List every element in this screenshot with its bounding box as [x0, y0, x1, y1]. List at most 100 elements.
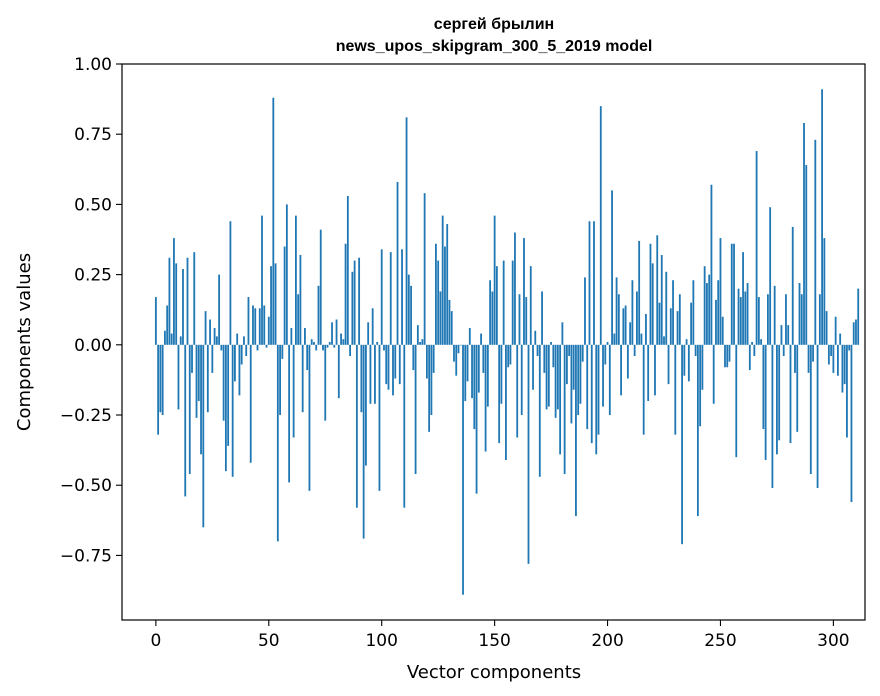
bar-281	[789, 344, 792, 444]
bar-89	[355, 344, 358, 508]
bar-208	[624, 305, 627, 345]
bar-122	[430, 344, 433, 416]
bar-268	[760, 339, 763, 345]
bar-183	[568, 344, 571, 357]
bar-251	[721, 316, 724, 345]
bar-245	[708, 274, 711, 345]
bar-2	[159, 344, 162, 413]
bar-199	[604, 344, 607, 365]
bar-304	[841, 344, 844, 393]
bar-61	[292, 344, 295, 438]
bar-119	[423, 193, 426, 345]
bar-253	[726, 344, 729, 368]
bar-52	[272, 97, 275, 345]
bar-125	[437, 260, 440, 345]
bar-90	[358, 257, 361, 345]
bar-223	[658, 302, 661, 345]
y-tick-label-5: 0.50	[74, 195, 112, 215]
bar-140	[471, 344, 473, 399]
bar-73	[319, 229, 322, 345]
bar-3	[161, 344, 164, 416]
bar-250	[719, 238, 722, 345]
bar-255	[730, 243, 733, 345]
x-tick-label-5: 250	[704, 631, 736, 651]
bar-37	[238, 344, 241, 396]
bar-309	[852, 322, 855, 345]
y-tick-label-6: 0.75	[74, 125, 112, 145]
bar-294	[818, 294, 821, 345]
bar-94	[367, 322, 370, 345]
bar-4	[164, 330, 166, 345]
bar-296	[823, 238, 826, 345]
bar-53	[274, 263, 277, 345]
bar-35	[234, 344, 236, 382]
bar-107	[396, 181, 399, 345]
bar-118	[421, 339, 424, 345]
bar-160	[516, 344, 519, 438]
bar-165	[527, 344, 530, 564]
bar-75	[324, 344, 327, 421]
bar-150	[493, 215, 496, 345]
bar-69	[310, 339, 313, 345]
bar-305	[843, 344, 846, 385]
bar-210	[629, 322, 632, 345]
x-tick-label-4: 200	[591, 631, 623, 651]
bar-254	[728, 344, 731, 362]
bar-280	[787, 325, 790, 345]
bar-112	[407, 274, 410, 345]
bar-244	[706, 283, 708, 345]
bar-197	[599, 106, 602, 345]
bar-221	[654, 344, 656, 396]
bar-185	[572, 344, 575, 390]
bar-214	[638, 240, 641, 345]
bar-252	[724, 344, 726, 368]
bar-175	[550, 342, 552, 345]
bar-38	[240, 344, 243, 365]
bar-65	[301, 344, 304, 413]
bar-6	[168, 257, 171, 345]
bar-155	[505, 344, 507, 460]
bar-235	[685, 339, 688, 345]
bar-146	[484, 344, 487, 452]
bar-273	[771, 344, 774, 489]
bar-220	[651, 263, 654, 345]
bar-202	[611, 190, 613, 345]
bar-113	[410, 285, 412, 345]
bar-43	[252, 305, 254, 345]
bar-292	[814, 139, 817, 345]
bar-59	[288, 344, 291, 483]
bar-157	[509, 344, 512, 365]
bar-291	[812, 344, 814, 362]
bar-105	[392, 344, 394, 396]
x-tick-label-3: 150	[478, 631, 510, 651]
bar-101	[383, 344, 385, 351]
y-axis-label: Components values	[14, 253, 35, 431]
bar-17	[193, 252, 196, 345]
bar-80	[335, 319, 338, 345]
bar-194	[593, 221, 595, 345]
bar-141	[473, 344, 476, 430]
y-tick-label-7: 1.00	[74, 55, 112, 75]
bar-93	[365, 344, 367, 466]
bar-103	[387, 344, 390, 390]
bar-46	[258, 308, 261, 345]
bar-8	[173, 238, 175, 345]
bar-204	[615, 277, 618, 345]
bar-218	[647, 344, 650, 401]
bar-32	[227, 344, 230, 446]
bar-209	[626, 344, 629, 379]
bar-195	[595, 344, 598, 455]
bar-139	[468, 327, 471, 345]
bar-40	[245, 344, 248, 357]
bar-1	[157, 344, 160, 435]
bar-242	[701, 344, 704, 390]
bar-286	[800, 294, 803, 345]
bar-39	[243, 336, 245, 345]
bar-168	[534, 330, 537, 345]
bar-170	[538, 344, 541, 477]
bar-64	[299, 254, 302, 345]
bar-159	[514, 232, 516, 345]
x-tick-label-6: 300	[817, 631, 849, 651]
bar-82	[340, 333, 342, 345]
bar-68	[308, 344, 311, 491]
